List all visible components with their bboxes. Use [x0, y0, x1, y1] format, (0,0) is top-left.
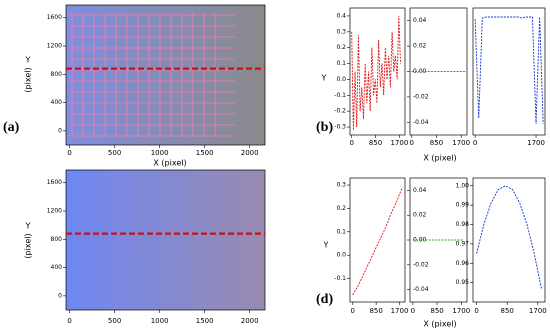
y-tick-label: -0.02 — [413, 93, 429, 100]
y-axis-label: Y — [323, 241, 329, 250]
plot-frame — [472, 7, 546, 136]
y-tick-label: 1200 — [47, 208, 62, 215]
y-axis-label: (pixel) — [24, 233, 33, 258]
y-tick-label: 1.00 — [456, 182, 470, 189]
y-tick-label: 0.1 — [336, 60, 346, 67]
y-tick-label: 0 — [58, 292, 62, 299]
y-tick-label: -0.1 — [334, 92, 346, 99]
x-tick-label: 1500 — [196, 149, 214, 157]
y-tick-label: 0.0 — [336, 252, 346, 259]
y-tick-label: 0.96 — [456, 260, 470, 267]
y-axis-label: Y — [25, 56, 31, 65]
x-tick-label: 1000 — [151, 149, 169, 157]
x-tick-label: 0 — [67, 317, 71, 325]
y-tick-label: 0.3 — [336, 28, 346, 35]
data-line — [351, 15, 401, 131]
x-tick-label: 500 — [108, 317, 121, 325]
y-axis-label: Y — [25, 222, 31, 231]
image-frame — [65, 169, 266, 311]
y-tick-label: 800 — [51, 236, 63, 243]
x-tick-label: 850 — [369, 307, 382, 315]
x-tick-label: 0 — [67, 149, 71, 157]
x-tick-label: 0 — [473, 139, 477, 147]
data-line — [352, 187, 403, 296]
y-tick-label: 0.02 — [413, 43, 427, 50]
y-tick-label: 0.02 — [413, 212, 427, 219]
panel-label: (d) — [316, 292, 333, 307]
y-tick-label: 0.04 — [413, 17, 427, 24]
x-tick-label: 1700 — [452, 307, 470, 315]
y-tick-label: -0.1 — [334, 275, 346, 282]
y-tick-label: 0.4 — [336, 12, 346, 19]
plot-frame — [349, 7, 406, 136]
x-tick-label: 1700 — [529, 307, 547, 315]
y-tick-label: 0.97 — [456, 240, 470, 247]
x-tick-label: 0 — [474, 307, 478, 315]
data-line — [476, 185, 542, 289]
x-tick-label: 1700 — [527, 139, 545, 147]
y-tick-label: 0.2 — [336, 205, 346, 212]
panel-label: (a) — [3, 120, 20, 135]
y-tick-label: -0.3 — [334, 124, 346, 131]
x-tick-label: 850 — [430, 139, 443, 147]
x-tick-label: 2000 — [241, 317, 259, 325]
y-axis-label: Y — [321, 74, 327, 83]
image — [66, 5, 265, 145]
x-tick-label: 1000 — [151, 317, 169, 325]
y-tick-label: -0.02 — [413, 261, 429, 268]
x-tick-label: 500 — [108, 149, 121, 157]
y-tick-label: 800 — [51, 71, 63, 78]
y-tick-label: 0.04 — [413, 187, 427, 194]
y-tick-label: -0.04 — [413, 286, 429, 293]
x-tick-label: 850 — [501, 307, 514, 315]
data-line — [474, 16, 544, 124]
x-tick-label: 850 — [369, 139, 382, 147]
y-tick-label: -0.2 — [334, 108, 346, 115]
x-tick-label: 0 — [349, 139, 353, 147]
y-tick-label: 0.98 — [456, 221, 470, 228]
x-tick-label: 2000 — [241, 149, 259, 157]
x-tick-label: 0 — [411, 307, 415, 315]
y-axis-label: (pixel) — [24, 67, 33, 92]
plot-frame — [472, 177, 546, 303]
plot-frame — [349, 177, 406, 303]
y-tick-label: 0.2 — [336, 44, 346, 51]
x-tick-label: 0 — [410, 139, 414, 147]
image — [66, 170, 265, 310]
y-tick-label: 0.99 — [456, 202, 470, 209]
y-tick-label: 1600 — [47, 179, 62, 186]
x-axis-label: X (pixel) — [423, 154, 456, 163]
y-tick-label: 0.95 — [456, 279, 470, 286]
x-axis-label: X (pixel) — [153, 159, 186, 168]
y-tick-label: 0.0 — [336, 76, 346, 83]
x-tick-label: 1700 — [452, 139, 470, 147]
y-tick-label: 0.3 — [336, 182, 346, 189]
y-tick-label: 0 — [58, 127, 62, 134]
y-tick-label: 400 — [51, 264, 63, 271]
panel-label: (b) — [316, 120, 333, 135]
y-tick-label: 400 — [51, 99, 63, 106]
x-tick-label: 0 — [351, 307, 355, 315]
x-tick-label: 1500 — [196, 317, 214, 325]
y-tick-label: -0.04 — [413, 119, 429, 126]
y-tick-label: 1200 — [47, 43, 62, 50]
x-tick-label: 850 — [430, 307, 443, 315]
x-tick-label: 1700 — [390, 139, 408, 147]
image-frame — [65, 4, 266, 146]
x-tick-label: 1700 — [391, 307, 409, 315]
x-axis-label: X (pixel) — [423, 320, 456, 329]
y-tick-label: 0.1 — [336, 228, 346, 235]
y-tick-label: 1600 — [47, 14, 62, 21]
